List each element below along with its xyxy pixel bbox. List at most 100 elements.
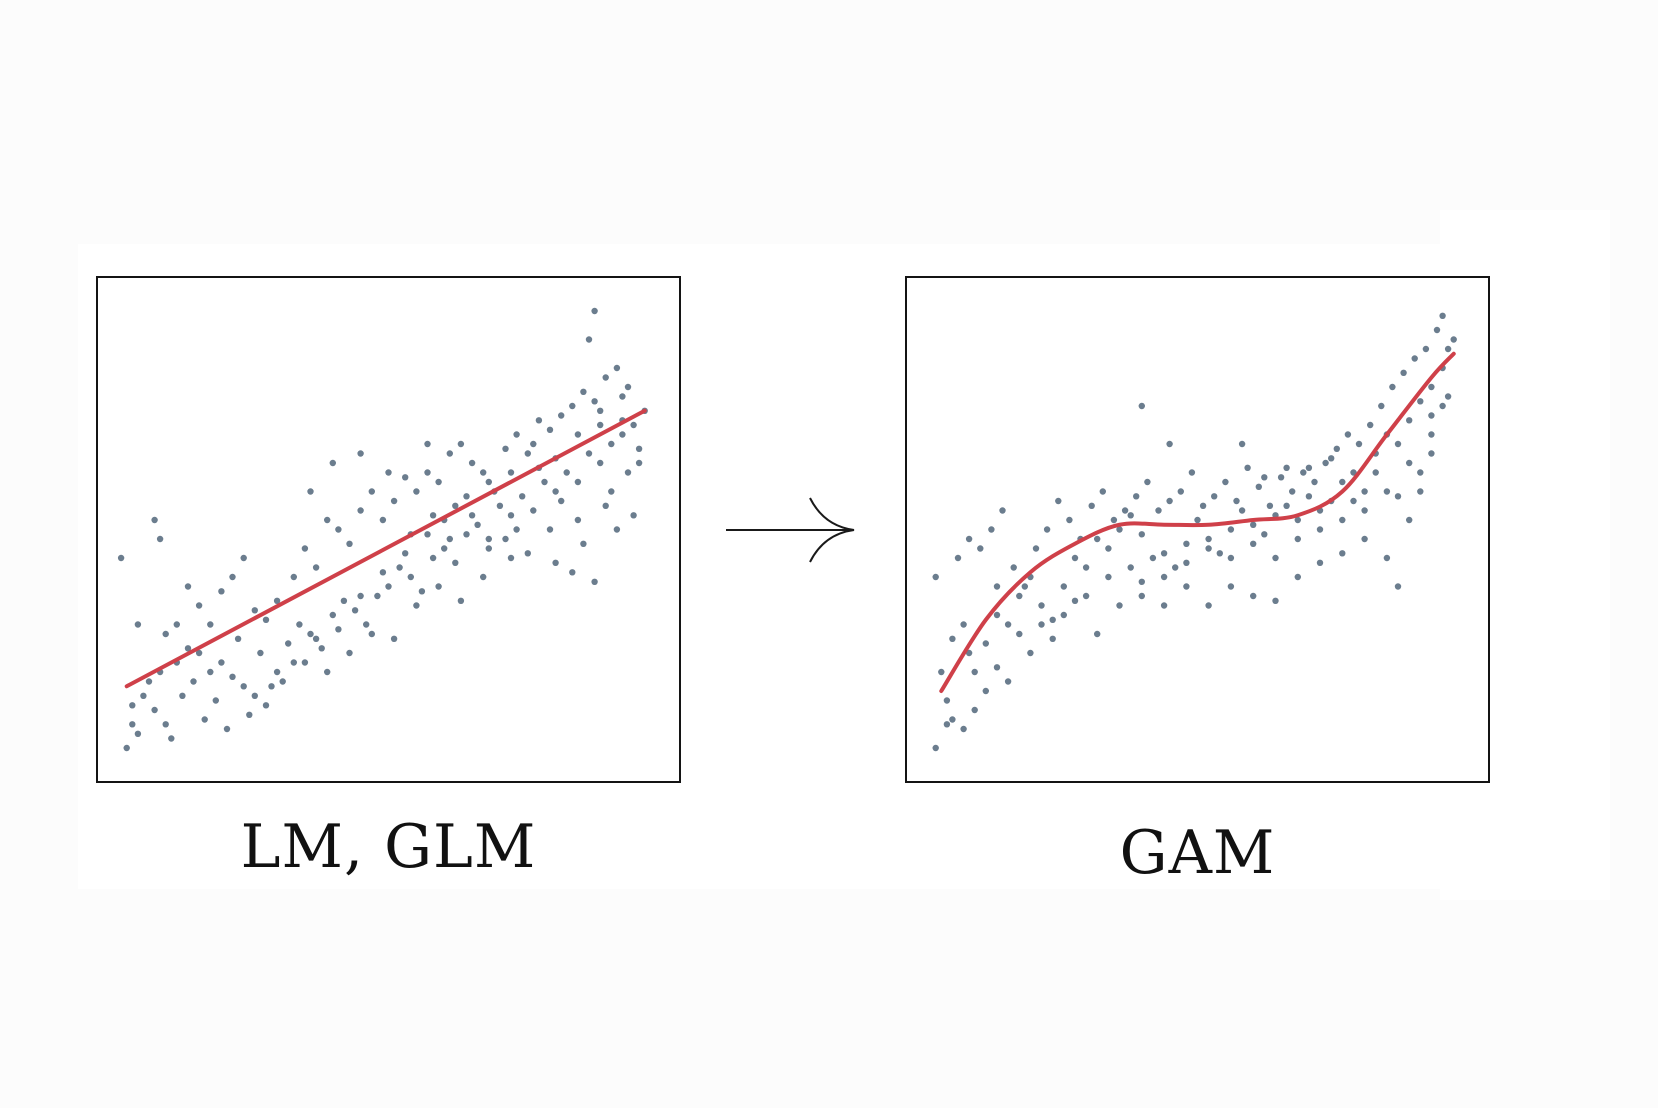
data-point xyxy=(1183,540,1190,547)
data-point xyxy=(357,507,364,514)
data-point xyxy=(513,431,520,438)
data-point xyxy=(1428,412,1435,419)
data-point xyxy=(184,583,192,590)
data-point xyxy=(574,431,582,438)
data-point xyxy=(1250,540,1257,547)
data-point xyxy=(993,583,1001,590)
data-point xyxy=(452,559,459,566)
data-point xyxy=(346,649,353,657)
data-point xyxy=(312,635,320,642)
data-point xyxy=(1333,445,1340,452)
right-arrow-icon xyxy=(726,497,855,563)
data-point xyxy=(156,535,164,543)
data-point xyxy=(507,554,515,562)
data-point xyxy=(1328,455,1335,462)
data-point xyxy=(1155,507,1162,514)
data-point xyxy=(597,421,604,429)
data-point xyxy=(162,630,169,638)
data-point xyxy=(1417,398,1424,405)
data-point xyxy=(234,635,242,642)
data-point xyxy=(207,621,214,628)
data-point xyxy=(468,512,476,519)
data-point xyxy=(273,597,281,604)
data-point xyxy=(1049,616,1056,623)
data-point xyxy=(552,488,559,495)
data-point xyxy=(635,445,643,452)
data-point xyxy=(285,640,292,647)
data-point xyxy=(1378,402,1385,410)
data-point xyxy=(413,488,420,495)
data-point xyxy=(608,440,615,448)
data-point xyxy=(546,526,554,533)
data-point xyxy=(1160,602,1168,609)
data-point xyxy=(1227,554,1235,562)
data-point xyxy=(1222,478,1229,486)
data-point xyxy=(363,621,370,628)
data-point xyxy=(949,716,956,723)
data-point xyxy=(1361,507,1368,514)
data-point xyxy=(151,706,158,714)
data-point xyxy=(385,469,392,476)
data-point xyxy=(1433,326,1441,334)
data-point xyxy=(134,621,142,628)
data-point xyxy=(390,497,398,505)
data-point xyxy=(1406,516,1413,524)
data-point xyxy=(446,535,453,543)
data-point xyxy=(1049,635,1056,642)
data-point xyxy=(960,725,967,733)
data-point xyxy=(965,649,973,657)
data-point xyxy=(932,744,939,752)
data-point xyxy=(429,512,437,519)
data-point xyxy=(1160,550,1168,557)
data-point xyxy=(340,597,348,604)
data-point xyxy=(335,526,342,533)
data-point xyxy=(229,573,236,581)
data-point xyxy=(1367,421,1374,429)
data-point xyxy=(312,564,320,571)
data-point xyxy=(273,668,281,676)
data-point xyxy=(368,488,375,495)
data-point xyxy=(1004,678,1012,685)
data-point xyxy=(496,502,504,509)
data-point xyxy=(613,526,621,533)
data-point xyxy=(1071,597,1079,604)
data-point xyxy=(379,569,387,576)
data-point xyxy=(1027,649,1034,657)
data-point xyxy=(613,364,621,372)
data-point xyxy=(602,374,609,381)
data-point xyxy=(1010,564,1017,571)
data-point xyxy=(168,735,175,742)
data-point xyxy=(1255,483,1262,490)
data-point xyxy=(1183,583,1190,590)
data-point xyxy=(1244,464,1251,471)
data-point xyxy=(257,649,264,657)
data-point xyxy=(429,554,437,562)
lm-glm-plot-panel xyxy=(96,276,681,783)
data-point xyxy=(201,716,208,723)
data-point xyxy=(541,478,548,486)
data-point xyxy=(1016,592,1023,600)
data-point xyxy=(502,445,509,452)
data-point xyxy=(379,516,387,524)
data-point xyxy=(218,588,225,595)
data-point xyxy=(1138,592,1145,600)
data-point xyxy=(1250,592,1257,600)
data-point xyxy=(413,602,420,609)
data-point xyxy=(1450,336,1457,343)
data-point xyxy=(1261,474,1268,481)
data-point xyxy=(1350,497,1357,505)
data-point xyxy=(179,692,186,699)
data-point xyxy=(630,512,637,519)
data-point xyxy=(999,507,1006,514)
data-point xyxy=(619,393,626,400)
data-point xyxy=(1194,516,1201,524)
data-point xyxy=(1372,469,1379,476)
data-point xyxy=(1133,493,1140,500)
data-point xyxy=(452,502,459,509)
data-point xyxy=(390,635,398,642)
data-point xyxy=(1105,545,1112,552)
data-point xyxy=(301,545,309,552)
data-point xyxy=(624,383,632,391)
data-point xyxy=(485,535,492,543)
